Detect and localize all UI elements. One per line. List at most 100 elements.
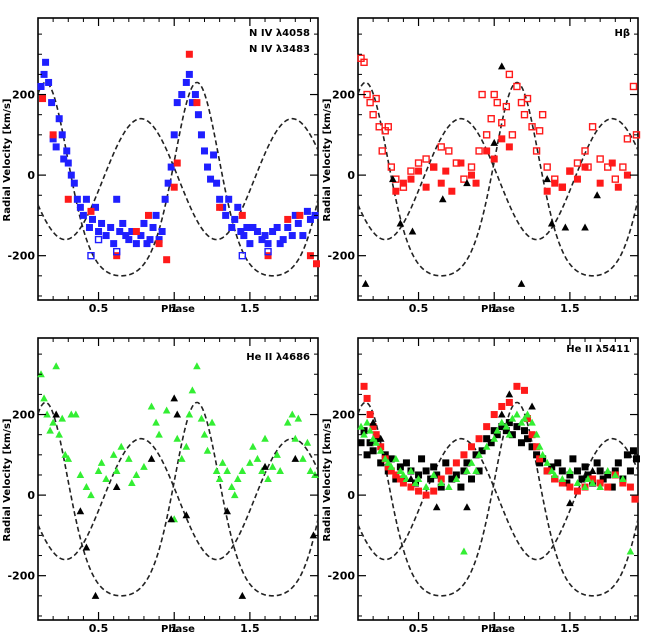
data-point-triangle <box>167 515 175 523</box>
data-point-square <box>566 483 574 491</box>
data-point-square <box>472 179 480 187</box>
model-curve-primary <box>357 437 639 561</box>
data-point-triangle <box>384 458 393 466</box>
data-point-square <box>573 487 581 495</box>
data-point-square <box>360 427 368 435</box>
legend-entry: He II λ4686 <box>246 352 310 363</box>
data-point-square <box>599 475 607 483</box>
data-point-square <box>483 435 491 443</box>
x-tick-label: 1 <box>490 622 498 635</box>
data-point-square <box>164 179 172 187</box>
data-point-square <box>63 147 71 155</box>
data-point-triangle <box>58 414 67 422</box>
data-point-triangle <box>283 418 292 426</box>
y-axis-label: Radial Velocity [km/s] <box>2 419 13 542</box>
panel-top-right: 0.5 1 1.5 -200 0 200 Hβ Phase Radial Velocity… <box>322 17 641 315</box>
data-point-square <box>240 232 248 240</box>
data-point-square <box>170 131 178 139</box>
y-axis-label: Radial Velocity [km/s] <box>2 99 13 222</box>
data-point-square <box>82 195 90 203</box>
data-point-open-square <box>581 147 589 155</box>
data-point-square <box>463 459 471 467</box>
data-point-square <box>116 228 124 236</box>
data-point-square <box>149 223 157 231</box>
data-point-square <box>493 431 501 439</box>
data-point-square <box>623 171 631 179</box>
data-point-square <box>167 163 175 171</box>
data-point-square <box>448 187 456 195</box>
data-point-open-square <box>502 102 511 111</box>
data-point-square <box>60 155 68 163</box>
data-point-triangle <box>467 458 476 466</box>
data-point-square <box>197 131 205 139</box>
data-point-square <box>152 211 160 219</box>
data-point-triangle <box>128 479 136 487</box>
data-points <box>37 362 319 599</box>
data-point-triangle <box>475 450 483 458</box>
data-point-square <box>490 155 498 163</box>
data-point-square <box>533 443 541 451</box>
data-point-square <box>418 455 426 463</box>
model-curve-primary <box>37 117 319 241</box>
data-point-triangle <box>112 466 121 474</box>
data-point-triangle <box>52 362 60 370</box>
data-point-square <box>505 143 513 151</box>
data-point-triangle <box>185 410 194 418</box>
x-tick-label: 1.5 <box>560 302 580 315</box>
data-point-square <box>490 427 498 435</box>
data-point-triangle <box>273 450 281 458</box>
data-point-triangle <box>253 454 262 462</box>
data-point-open-square <box>414 159 423 167</box>
data-point-triangle <box>584 475 592 482</box>
data-point-triangle <box>61 450 70 458</box>
data-point-square <box>422 467 430 475</box>
data-point-open-square <box>384 123 392 131</box>
y-tick-label: 0 <box>27 169 35 182</box>
data-point-square <box>415 487 423 495</box>
data-point-square <box>632 455 640 463</box>
data-point-square <box>299 232 307 240</box>
data-point-open-square <box>445 147 453 155</box>
data-point-square <box>387 455 395 463</box>
x-tick-label: 0.5 <box>409 302 429 315</box>
data-point-triangle <box>87 491 95 499</box>
data-point-square <box>623 451 631 459</box>
data-point-triangle <box>109 450 118 458</box>
data-point-triangle <box>291 434 300 442</box>
data-point-triangle <box>389 175 397 183</box>
data-point-square <box>98 219 106 227</box>
data-point-square <box>551 179 559 187</box>
data-point-triangle <box>291 454 300 462</box>
data-point-square <box>225 195 233 203</box>
model-curve-secondary <box>357 401 639 597</box>
data-point-triangle <box>309 531 318 539</box>
data-point-square <box>566 471 574 479</box>
data-point-triangle <box>517 279 526 287</box>
data-point-square <box>422 491 430 499</box>
data-point-square <box>399 179 407 187</box>
data-point-triangle <box>581 483 589 491</box>
data-point-square <box>502 427 510 435</box>
data-point-square <box>70 179 78 187</box>
data-point-triangle <box>626 547 635 555</box>
data-point-triangle <box>460 547 468 555</box>
data-point-square <box>407 175 415 183</box>
data-point-square <box>173 99 181 107</box>
data-point-open-square <box>508 131 517 139</box>
data-point-square <box>243 223 251 231</box>
data-point-open-square <box>460 175 468 183</box>
data-point-square <box>102 232 110 240</box>
data-point-triangle <box>566 499 574 507</box>
data-point-square <box>363 451 371 459</box>
data-point-triangle <box>619 475 627 482</box>
data-point-open-square <box>523 94 532 103</box>
y-tick-label: 200 <box>12 409 35 422</box>
data-point-square <box>533 451 541 459</box>
data-point-triangle <box>43 410 51 418</box>
x-axis-label: Phase <box>161 304 195 315</box>
data-point-square <box>55 115 63 123</box>
data-point-square <box>457 483 465 491</box>
data-point-square <box>64 159 72 167</box>
data-point-square <box>37 82 45 90</box>
data-point-square <box>524 435 532 443</box>
